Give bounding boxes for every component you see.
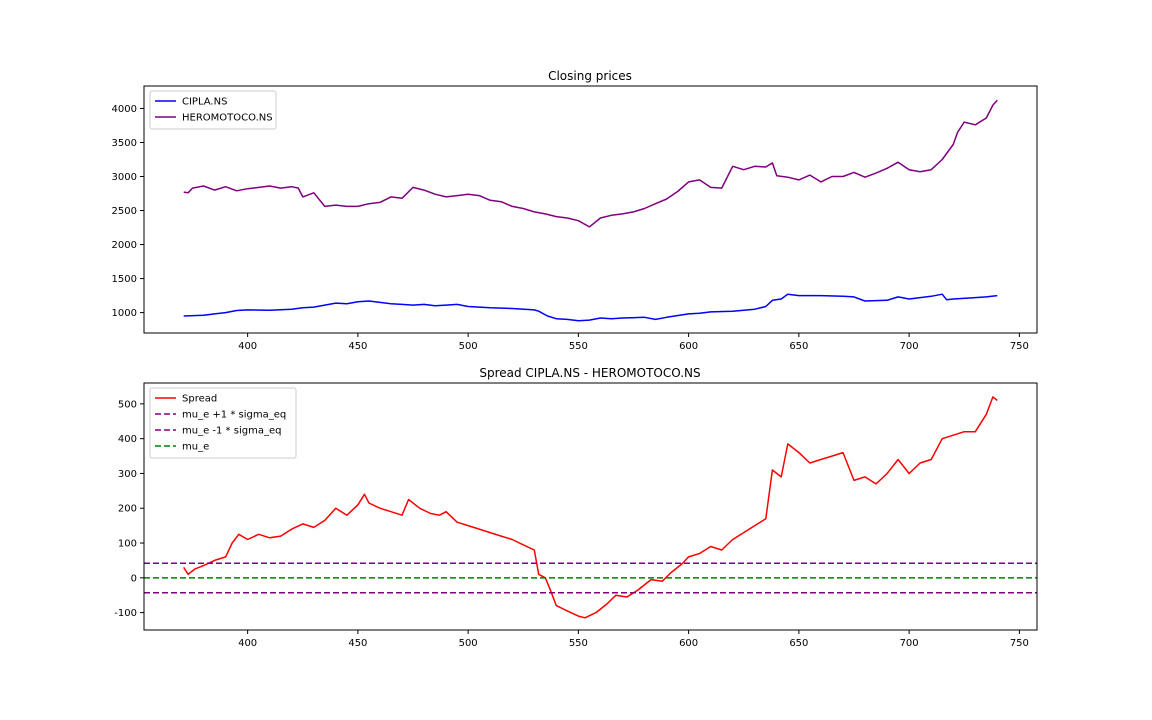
y-tick-label: 100 — [118, 539, 137, 550]
y-tick-label: 4000 — [112, 104, 137, 115]
chart-title: Closing prices — [548, 69, 632, 83]
legend-label: CIPLA.NS — [182, 97, 227, 108]
x-tick-label: 700 — [900, 638, 919, 649]
legend-box — [149, 90, 277, 130]
y-tick-label: 1000 — [112, 308, 137, 319]
y-tick-label: 1500 — [112, 274, 137, 285]
x-tick-label: 500 — [459, 638, 478, 649]
x-tick-label: 450 — [348, 341, 367, 352]
tick-layer: 400 450 500 550 600 650 700 750 1000 1500 2000 2500… — [112, 104, 1029, 352]
y-tick-label: 400 — [118, 434, 137, 445]
x-tick-label: 750 — [1010, 638, 1029, 649]
x-tick-label: 550 — [569, 341, 588, 352]
x-tick-label: 400 — [238, 638, 257, 649]
cipla-ns-line — [183, 293, 998, 322]
x-tick-label: 450 — [348, 638, 367, 649]
x-tick-label: 650 — [789, 638, 808, 649]
y-tick-label: 0 — [131, 573, 137, 584]
y-tick-label: 200 — [118, 504, 137, 515]
x-tick-label: 600 — [679, 638, 698, 649]
y-tick-label: 2000 — [112, 240, 137, 251]
y-tick-label: -100 — [114, 608, 137, 619]
y-tick-label: 3000 — [112, 172, 137, 183]
legend-label: HEROMOTOCO.NS — [182, 113, 273, 124]
legend: Spread mu_e +1 * sigma_eq mu_e -1 * sigma_… — [149, 387, 297, 459]
y-tick-label: 3500 — [112, 138, 137, 149]
tick-layer: 400 450 500 550 600 650 700 750 -100 0 100 200 300 40… — [114, 399, 1029, 649]
legend: CIPLA.NS HEROMOTOCO.NS — [149, 90, 277, 130]
spread-line — [183, 396, 998, 619]
series-layer — [144, 396, 1037, 619]
y-tick-label: 300 — [118, 469, 137, 480]
x-tick-label: 700 — [900, 341, 919, 352]
chart-title: Spread CIPLA.NS - HEROMOTOCO.NS — [479, 366, 700, 380]
y-tick-label: 2500 — [112, 206, 137, 217]
plot-frame — [143, 382, 1038, 631]
heromotoco-ns-line — [183, 99, 998, 228]
series-layer — [183, 99, 998, 322]
x-tick-label: 750 — [1010, 341, 1029, 352]
x-tick-label: 400 — [238, 341, 257, 352]
x-tick-label: 600 — [679, 341, 698, 352]
x-tick-label: 500 — [459, 341, 478, 352]
closing-prices-chart: Closing prices 400 450 500 550 600 650 700 750 1… — [112, 69, 1038, 352]
y-tick-label: 500 — [118, 399, 137, 410]
x-tick-label: 650 — [789, 341, 808, 352]
legend-label: mu_e — [182, 442, 209, 453]
x-tick-label: 550 — [569, 638, 588, 649]
legend-label: mu_e +1 * sigma_eq — [182, 410, 286, 421]
legend-box — [149, 387, 297, 459]
legend-label: mu_e -1 * sigma_eq — [182, 426, 281, 437]
spread-chart: Spread CIPLA.NS - HEROMOTOCO.NS 400 450 50… — [114, 366, 1038, 649]
plot-frame — [143, 85, 1038, 334]
legend-label: Spread — [182, 394, 217, 405]
